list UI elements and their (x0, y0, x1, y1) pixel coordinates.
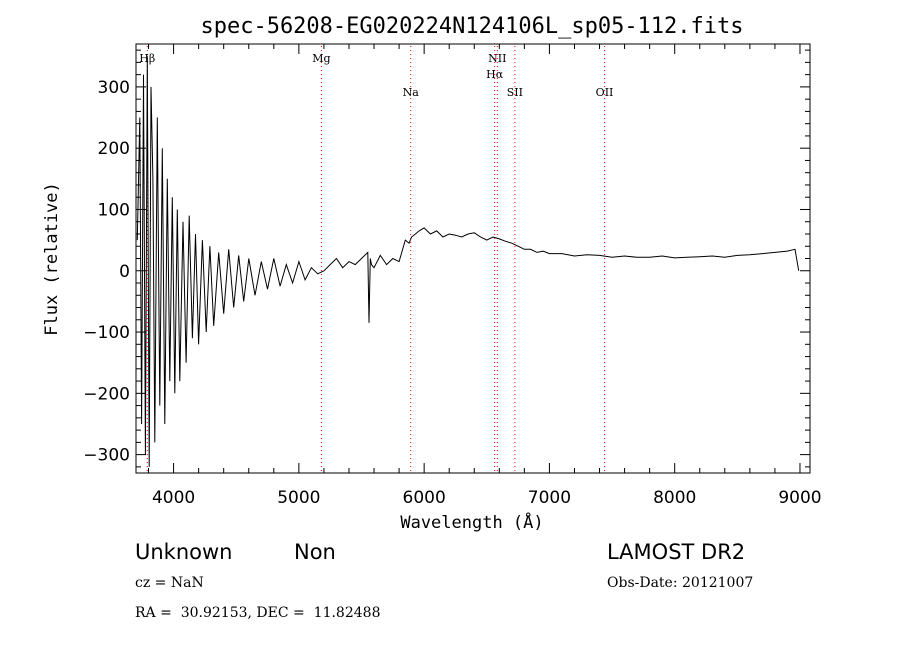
line-label-4: Hα (486, 68, 504, 81)
y-tick-label-4: 100 (98, 200, 130, 220)
y-axis-label: Flux (relative) (42, 182, 62, 336)
axis-ticks: 4000 5000 6000 7000 8000 9000 −300 −200 −100 0 100… (83, 44, 822, 508)
x-tick-label-2: 6000 (403, 488, 446, 508)
plot-frame (135, 43, 811, 474)
line-label-5: SII (507, 86, 523, 99)
x-tick-label-0: 4000 (152, 488, 195, 508)
observation-date: Obs-Date: 20121007 (607, 575, 754, 591)
line-label-3: NII (488, 52, 506, 65)
x-tick-label-3: 7000 (528, 488, 571, 508)
line-label-1: Mg (312, 52, 330, 65)
y-tick-label-0: −300 (83, 446, 130, 466)
y-tick-label-3: 0 (119, 262, 130, 282)
x-tick-label-1: 5000 (277, 488, 320, 508)
y-tick-label-1: −200 (83, 384, 130, 404)
object-class: Unknown (135, 540, 233, 564)
y-tick-label-6: 300 (98, 78, 130, 98)
chart-title: spec-56208-EG020224N124106L_sp05-112.fit… (200, 14, 743, 39)
spectrum-series (136, 56, 800, 467)
x-tick-label-4: 8000 (653, 488, 696, 508)
y-tick-label-2: −100 (83, 323, 130, 343)
survey-name: LAMOST DR2 (607, 540, 746, 564)
x-axis-label: Wavelength (Å) (400, 511, 543, 533)
redshift-cz: cz = NaN (135, 575, 204, 591)
line-label-6: OII (596, 86, 614, 99)
object-subclass: Non (294, 540, 336, 564)
line-label-2: Na (403, 86, 420, 99)
plot-border (135, 43, 811, 474)
x-tick-label-5: 9000 (778, 488, 821, 508)
y-tick-label-5: 200 (98, 139, 130, 159)
sky-coordinates: RA = 30.92153, DEC = 11.82488 (135, 605, 381, 621)
spectrum-line (136, 56, 800, 467)
